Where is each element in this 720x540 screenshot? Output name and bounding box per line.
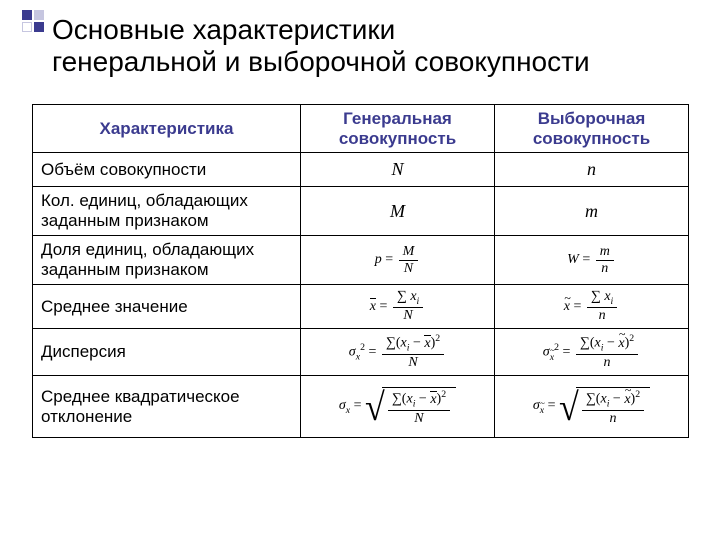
decor-sq [22,22,32,32]
page-title: Основные характеристики генеральной и вы… [52,14,590,78]
title-line1: Основные характеристики [52,14,395,45]
title-line2: генеральной и выборочной совокупности [52,46,590,77]
header-sample: Выборочная совокупность [495,105,689,153]
cell-general: σx2 = ∑(xi − x)2 N [301,329,495,376]
row-label: Объём совокупности [33,153,301,187]
table-row: Объём совокупности N n [33,153,689,187]
header-general: Генеральная совокупность [301,105,495,153]
decor-sq [34,22,44,32]
decor-sq [34,10,44,20]
row-label: Кол. единиц, обладающих заданным признак… [33,187,301,236]
cell-sample: x = ∑ xi n [495,285,689,329]
row-label: Среднее квадратическое отклонение [33,376,301,438]
cell-sample: W = m n [495,236,689,285]
header-characteristic: Характеристика [33,105,301,153]
table-row: Доля единиц, обладающих заданным признак… [33,236,689,285]
cell-general: σx = √ ∑(xi − x)2 N [301,376,495,438]
characteristics-table: Характеристика Генеральная совокупность … [32,104,689,438]
corner-decor [22,10,44,32]
cell-sample: σx2 = ∑(xi − x)2 n [495,329,689,376]
decor-sq [22,10,32,20]
cell-sample: n [495,153,689,187]
cell-general: N [301,153,495,187]
cell-general: M [301,187,495,236]
table-row: Среднее квадратическое отклонение σx = √… [33,376,689,438]
table-row: Кол. единиц, обладающих заданным признак… [33,187,689,236]
cell-general: p = M N [301,236,495,285]
row-label: Дисперсия [33,329,301,376]
cell-sample: σx = √ ∑(xi − x)2 n [495,376,689,438]
cell-general: x = ∑ xi N [301,285,495,329]
table-header-row: Характеристика Генеральная совокупность … [33,105,689,153]
cell-sample: m [495,187,689,236]
table-row: Среднее значение x = ∑ xi N x = ∑ xi n [33,285,689,329]
row-label: Доля единиц, обладающих заданным признак… [33,236,301,285]
row-label: Среднее значение [33,285,301,329]
table-row: Дисперсия σx2 = ∑(xi − x)2 N σx2 = ∑(xi … [33,329,689,376]
